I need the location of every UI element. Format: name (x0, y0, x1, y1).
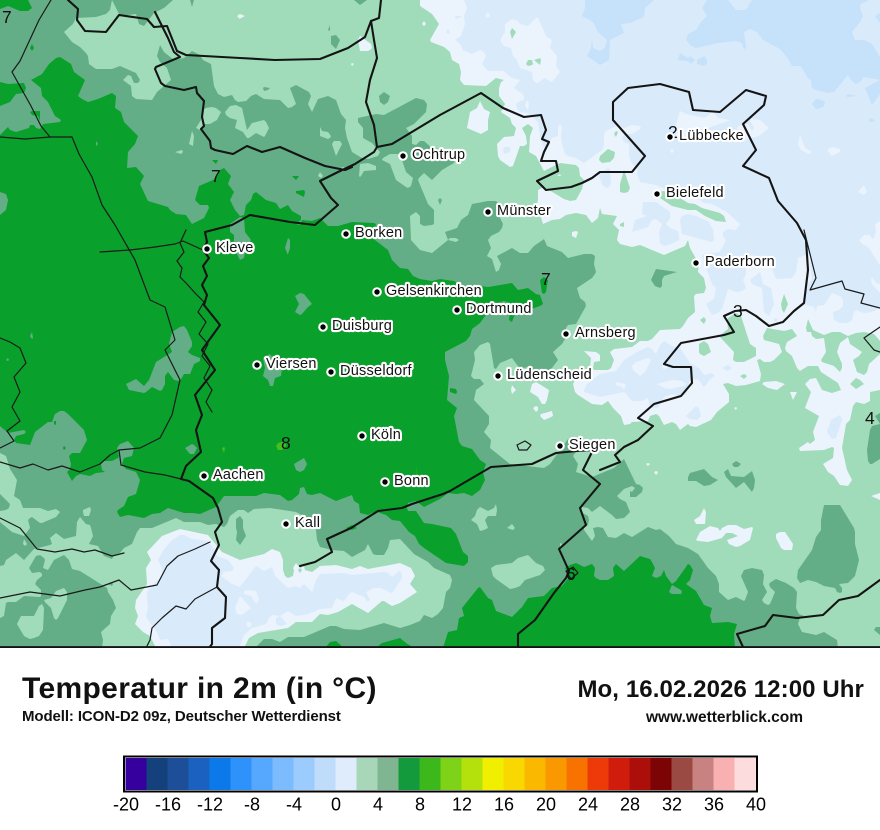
svg-text:28: 28 (620, 795, 640, 815)
svg-text:Düsseldorf: Düsseldorf (340, 363, 413, 379)
svg-text:-4: -4 (286, 795, 302, 815)
svg-text:-12: -12 (197, 795, 223, 815)
svg-text:Arnsberg: Arnsberg (575, 325, 636, 341)
svg-text:4: 4 (373, 795, 383, 815)
svg-text:-16: -16 (155, 795, 181, 815)
svg-text:20: 20 (536, 795, 556, 815)
svg-text:Ochtrup: Ochtrup (412, 147, 465, 163)
svg-text:2: 2 (668, 122, 678, 142)
svg-text:Borken: Borken (355, 225, 402, 241)
svg-text:Bielefeld: Bielefeld (666, 185, 724, 201)
svg-text:24: 24 (578, 795, 598, 815)
svg-text:7: 7 (541, 269, 551, 289)
svg-text:16: 16 (494, 795, 514, 815)
svg-text:Köln: Köln (371, 427, 401, 443)
svg-text:3: 3 (733, 301, 743, 321)
svg-text:Dortmund: Dortmund (466, 301, 532, 317)
svg-text:12: 12 (452, 795, 472, 815)
svg-text:Bonn: Bonn (394, 473, 429, 489)
svg-text:32: 32 (662, 795, 682, 815)
svg-text:Lübbecke: Lübbecke (679, 128, 744, 144)
svg-text:4: 4 (865, 408, 875, 428)
svg-text:6: 6 (566, 564, 576, 584)
svg-text:Paderborn: Paderborn (705, 254, 775, 270)
svg-text:Duisburg: Duisburg (332, 318, 392, 334)
svg-text:Viersen: Viersen (266, 356, 317, 372)
svg-text:7: 7 (211, 166, 221, 186)
svg-text:40: 40 (746, 795, 766, 815)
svg-text:Kleve: Kleve (216, 240, 254, 256)
svg-text:Münster: Münster (497, 203, 551, 219)
svg-text:-8: -8 (244, 795, 260, 815)
svg-text:0: 0 (331, 795, 341, 815)
svg-text:Siegen: Siegen (569, 437, 616, 453)
svg-text:8: 8 (415, 795, 425, 815)
svg-text:Lüdenscheid: Lüdenscheid (507, 367, 592, 383)
svg-text:8: 8 (281, 433, 291, 453)
svg-text:-20: -20 (113, 795, 139, 815)
svg-text:7: 7 (2, 7, 12, 27)
svg-text:Aachen: Aachen (213, 467, 264, 483)
svg-text:36: 36 (704, 795, 724, 815)
svg-text:Kall: Kall (295, 515, 320, 531)
svg-text:Gelsenkirchen: Gelsenkirchen (386, 283, 482, 299)
